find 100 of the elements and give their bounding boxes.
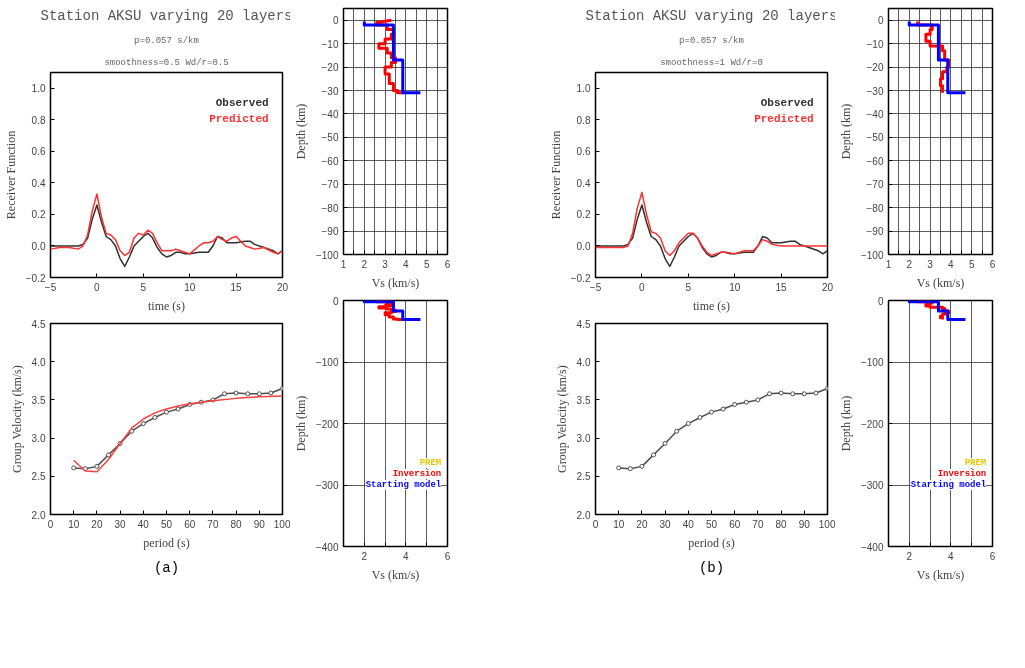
y-axis-title: Receiver Function bbox=[3, 130, 18, 220]
x-tick-label: 20 bbox=[91, 518, 103, 530]
x-tick-label: 100 bbox=[273, 518, 291, 530]
y-tick-label: 3.0 bbox=[576, 433, 591, 445]
y-tick-label: −80 bbox=[866, 202, 884, 214]
y-tick-label: 2.0 bbox=[576, 509, 591, 521]
y-tick-label: 3.5 bbox=[576, 394, 591, 406]
y-axis-title: Group Velocity (km/s) bbox=[9, 365, 24, 473]
point bbox=[801, 391, 807, 397]
y-tick-label: −100 bbox=[315, 249, 339, 261]
point bbox=[743, 399, 749, 405]
y-tick-label: −40 bbox=[866, 108, 884, 120]
y-axis-title: Depth (km) bbox=[293, 103, 308, 160]
point bbox=[616, 465, 622, 471]
y-tick-label: −20 bbox=[866, 62, 884, 74]
x-tick-label: 1 bbox=[885, 258, 892, 270]
line-series bbox=[595, 191, 828, 257]
point bbox=[732, 401, 738, 407]
y-tick-label: 0 bbox=[877, 15, 884, 27]
text: Predicted bbox=[754, 113, 814, 126]
point bbox=[233, 390, 239, 396]
y-tick-label: −100 bbox=[860, 357, 884, 368]
y-tick-label: −70 bbox=[321, 179, 339, 191]
y-tick-label: 0.0 bbox=[576, 240, 591, 252]
y-tick-label: −200 bbox=[860, 418, 884, 430]
point bbox=[651, 452, 656, 458]
y-tick-label: −20 bbox=[321, 62, 339, 74]
x-tick-label: 70 bbox=[752, 518, 764, 530]
y-tick-label: −50 bbox=[866, 132, 884, 144]
point bbox=[755, 397, 761, 403]
point bbox=[140, 421, 146, 427]
text: smoothness=1 Wd/r=0 bbox=[660, 57, 763, 68]
text: Observed bbox=[215, 97, 269, 110]
x-tick-label: 2 bbox=[906, 550, 913, 562]
y-tick-label: −80 bbox=[321, 202, 339, 214]
x-tick-label: 4 bbox=[403, 550, 410, 562]
chart-subtitle: p=0.057 s/km bbox=[679, 35, 744, 46]
y-tick-label: −400 bbox=[315, 541, 339, 553]
text: Inversion bbox=[392, 468, 442, 479]
y-tick-label: 2.5 bbox=[31, 471, 46, 483]
x-tick-label: 40 bbox=[137, 518, 150, 530]
y-axis-title: Depth (km) bbox=[838, 395, 853, 452]
y-tick-label: 0.2 bbox=[31, 209, 46, 221]
y-tick-label: 0.8 bbox=[31, 114, 46, 126]
point bbox=[709, 409, 714, 415]
x-tick-label: 5 bbox=[423, 258, 430, 270]
y-tick-label: 4.5 bbox=[31, 318, 46, 330]
line-series bbox=[362, 19, 422, 95]
y-tick-label: −300 bbox=[315, 480, 339, 491]
point bbox=[813, 390, 819, 396]
x-tick-label: 4 bbox=[403, 258, 410, 270]
x-tick-label: 30 bbox=[114, 518, 127, 530]
x-tick-label: 10 bbox=[613, 518, 625, 530]
x-tick-label: 0 bbox=[639, 281, 646, 293]
x-tick-label: −5 bbox=[44, 281, 57, 293]
y-tick-label: 0.8 bbox=[576, 114, 591, 126]
y-axis-title: Depth (km) bbox=[838, 103, 853, 160]
point bbox=[164, 409, 169, 415]
x-tick-label: 90 bbox=[798, 518, 811, 530]
x-axis-title: time (s) bbox=[693, 298, 730, 313]
x-tick-label: 6 bbox=[989, 258, 996, 270]
y-tick-label: 0.0 bbox=[31, 240, 46, 252]
x-tick-label: 100 bbox=[818, 518, 836, 530]
y-tick-label: −60 bbox=[321, 155, 339, 167]
y-tick-label: −70 bbox=[866, 179, 884, 191]
point bbox=[685, 421, 691, 427]
x-tick-label: 15 bbox=[230, 281, 243, 293]
x-axis-title: Vs (km/s) bbox=[916, 567, 965, 582]
point bbox=[697, 414, 703, 420]
x-tick-label: 40 bbox=[682, 518, 695, 530]
chart-subtitle: p=0.057 s/km bbox=[134, 35, 199, 46]
point bbox=[256, 391, 262, 397]
x-tick-label: 20 bbox=[821, 281, 834, 293]
y-tick-label: −100 bbox=[315, 357, 339, 368]
x-tick-label: 60 bbox=[184, 518, 196, 530]
x-tick-label: 6 bbox=[989, 550, 996, 562]
line-series bbox=[362, 300, 422, 322]
y-tick-label: 0 bbox=[877, 295, 884, 307]
y-tick-label: −60 bbox=[866, 155, 884, 167]
point bbox=[222, 391, 227, 397]
y-tick-label: −30 bbox=[321, 85, 339, 97]
point bbox=[94, 463, 100, 469]
x-tick-label: 80 bbox=[230, 518, 243, 530]
point bbox=[268, 390, 274, 396]
y-tick-label: −200 bbox=[315, 418, 339, 430]
line-series bbox=[907, 300, 967, 322]
y-tick-label: 3.5 bbox=[31, 394, 46, 406]
y-tick-label: 4.0 bbox=[31, 356, 46, 368]
point bbox=[71, 465, 77, 471]
x-tick-label: 0 bbox=[47, 518, 54, 530]
point bbox=[767, 391, 772, 397]
text: Inversion bbox=[937, 468, 987, 479]
y-tick-label: 2.5 bbox=[576, 471, 591, 483]
x-tick-label: 0 bbox=[592, 518, 599, 530]
y-tick-label: 4.0 bbox=[576, 356, 591, 368]
point bbox=[175, 406, 181, 412]
x-axis-title: period (s) bbox=[143, 535, 190, 550]
point bbox=[627, 466, 633, 472]
x-tick-label: 70 bbox=[207, 518, 219, 530]
legend-label: PREM bbox=[964, 457, 987, 468]
